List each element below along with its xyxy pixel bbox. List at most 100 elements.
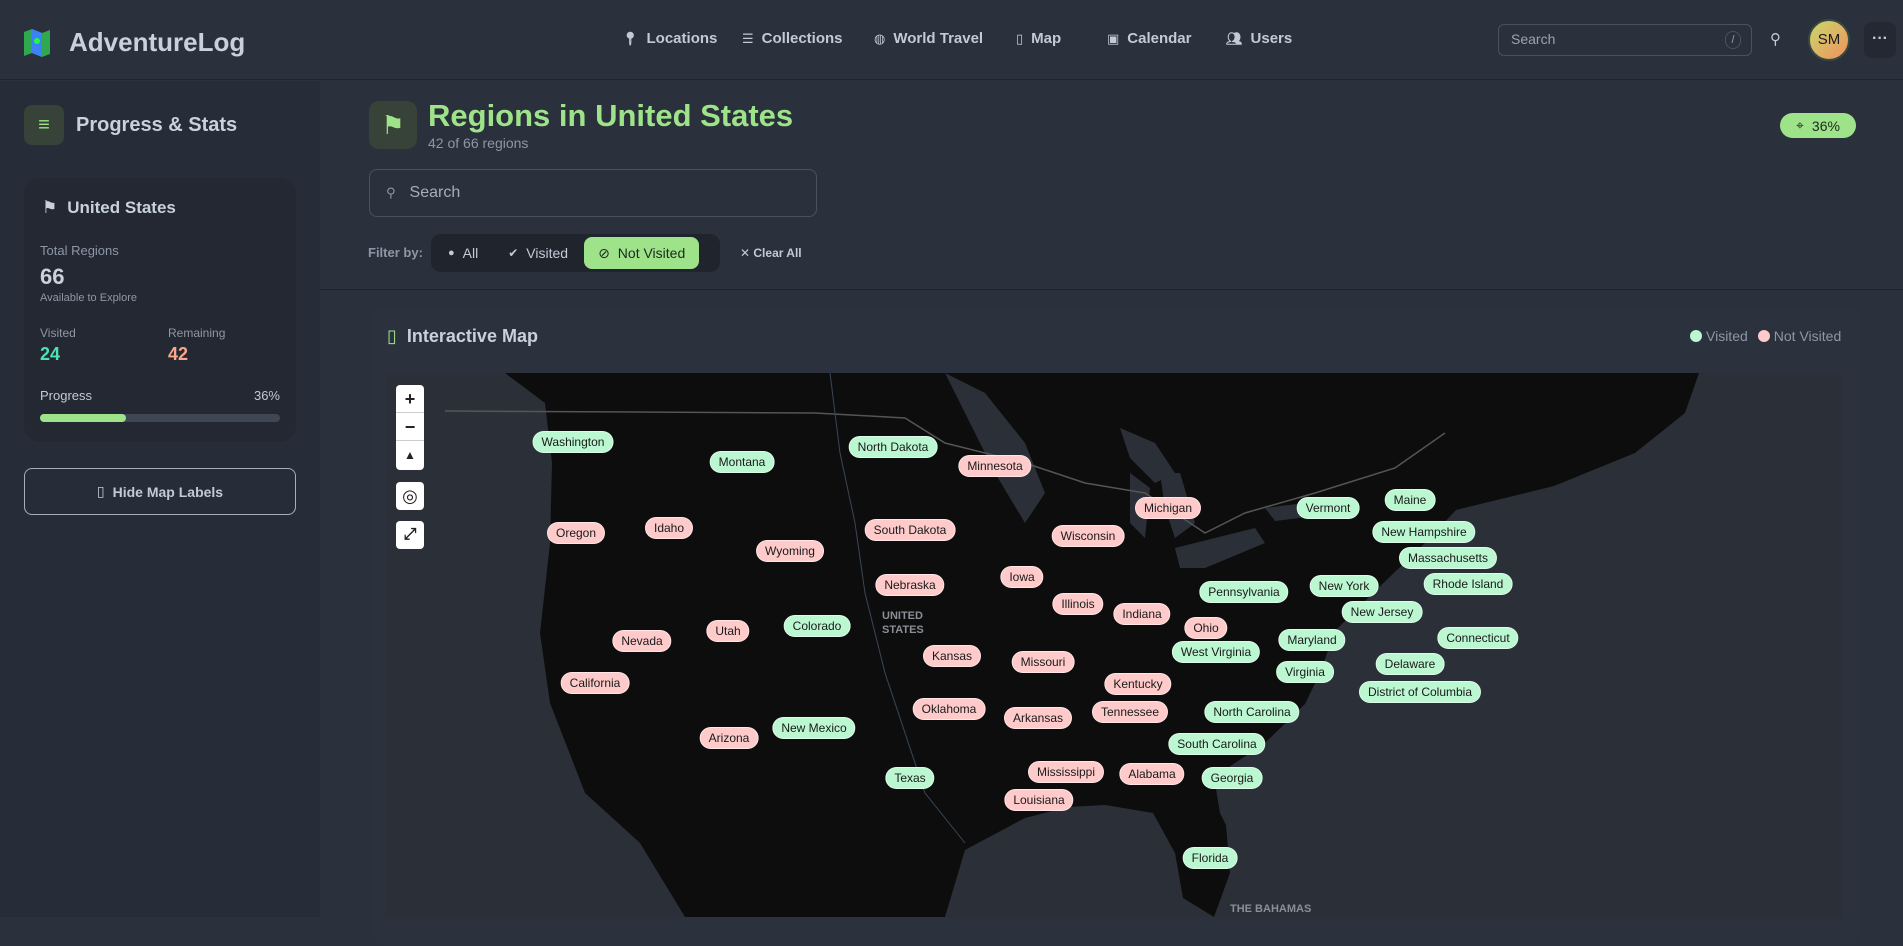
region-label-michigan[interactable]: Michigan	[1134, 497, 1202, 519]
region-label-new-hampshire[interactable]: New Hampshire	[1372, 521, 1476, 543]
visited-value: 24	[40, 344, 61, 364]
region-label-idaho[interactable]: Idaho	[644, 517, 694, 539]
region-label-georgia[interactable]: Georgia	[1201, 767, 1263, 789]
interactive-map[interactable]: + − ▲ ◎ ⤢ UNITED STATES THE BAHAMAS Wash…	[385, 373, 1842, 917]
nav-calendar[interactable]: ▣ Calendar	[1107, 30, 1192, 47]
search-placeholder: Search	[409, 184, 461, 201]
region-label-kentucky[interactable]: Kentucky	[1104, 673, 1172, 695]
adventurelog-logo-icon[interactable]	[22, 28, 52, 58]
region-label-wisconsin[interactable]: Wisconsin	[1051, 525, 1125, 547]
sidebar-title: Progress & Stats	[76, 114, 238, 136]
region-label-illinois[interactable]: Illinois	[1052, 593, 1104, 615]
nav-label: Users	[1250, 30, 1293, 47]
region-label-vermont[interactable]: Vermont	[1296, 497, 1360, 519]
avatar[interactable]: SM	[1808, 19, 1850, 61]
top-navbar: AdventureLog 📍︎ Locations ☰ Collections ◍ W…	[0, 0, 1903, 80]
region-label-colorado[interactable]: Colorado	[783, 615, 851, 637]
page-subtitle: 42 of 66 regions	[428, 135, 529, 151]
map-icon: ▯	[387, 326, 397, 346]
region-label-south-carolina[interactable]: South Carolina	[1168, 733, 1266, 755]
total-label: Total Regions	[40, 243, 119, 258]
region-label-north-carolina[interactable]: North Carolina	[1204, 701, 1300, 723]
region-label-new-jersey[interactable]: New Jersey	[1341, 601, 1423, 623]
region-label-pennsylvania[interactable]: Pennsylvania	[1199, 581, 1289, 603]
stats-card: ⚑ United States Total Regions 66 Availabl…	[24, 178, 296, 442]
nav-users[interactable]: 👥︎ Users	[1226, 30, 1292, 47]
filter-all[interactable]: ● All	[434, 237, 492, 269]
progress-percent: 36%	[253, 388, 280, 403]
country-heading: ⚑ United States	[42, 198, 176, 218]
search-placeholder: Search	[1511, 31, 1556, 47]
nav-locations[interactable]: 📍︎ Locations	[622, 30, 717, 47]
region-label-mississippi[interactable]: Mississippi	[1027, 761, 1105, 783]
compass-north-icon[interactable]: ▲	[404, 448, 416, 462]
zoom-out-button[interactable]: −	[396, 413, 424, 441]
region-search-input[interactable]: ⚲ Search	[369, 169, 817, 217]
region-label-oregon[interactable]: Oregon	[546, 522, 606, 544]
region-label-south-dakota[interactable]: South Dakota	[864, 519, 956, 541]
globe-icon: ◍	[874, 30, 886, 46]
region-label-new-mexico[interactable]: New Mexico	[772, 717, 856, 739]
region-label-maryland[interactable]: Maryland	[1278, 629, 1346, 651]
region-label-west-virginia[interactable]: West Virginia	[1171, 641, 1261, 663]
region-label-connecticut[interactable]: Connecticut	[1437, 627, 1519, 649]
region-label-virginia[interactable]: Virginia	[1276, 661, 1334, 683]
region-label-oklahoma[interactable]: Oklahoma	[912, 698, 986, 720]
filter-not-visited[interactable]: ⊘ Not Visited	[584, 237, 700, 269]
filter-visited[interactable]: ✔ Visited	[494, 237, 582, 269]
legend-visited: Visited	[1706, 328, 1748, 344]
filter-group: ● All ✔ Visited ⊘ Not Visited	[431, 234, 720, 272]
fullscreen-button[interactable]: ⤢	[396, 521, 424, 549]
app-name[interactable]: AdventureLog	[69, 27, 246, 57]
locate-icon: ◎	[402, 486, 418, 506]
header-search-input[interactable]: Search /	[1498, 24, 1752, 56]
close-icon: ✕	[740, 246, 754, 260]
region-label-california[interactable]: California	[560, 672, 630, 694]
region-label-minnesota[interactable]: Minnesota	[958, 455, 1032, 477]
region-label-montana[interactable]: Montana	[709, 451, 775, 473]
filter-label: Filter by:	[368, 245, 423, 260]
bahamas-map-label: THE BAHAMAS	[1230, 903, 1312, 915]
nav-world-travel[interactable]: ◍ World Travel	[874, 30, 983, 47]
region-label-delaware[interactable]: Delaware	[1375, 653, 1445, 675]
region-label-washington[interactable]: Washington	[532, 431, 614, 453]
more-menu-button[interactable]: ···	[1864, 22, 1896, 58]
region-label-kansas[interactable]: Kansas	[922, 645, 982, 667]
hide-map-labels-button[interactable]: ▯ Hide Map Labels	[24, 468, 296, 515]
nav-label: World Travel	[893, 30, 984, 47]
clear-all-button[interactable]: ✕ Clear All	[740, 246, 802, 260]
region-label-tennessee[interactable]: Tennessee	[1091, 701, 1169, 723]
region-label-florida[interactable]: Florida	[1182, 847, 1238, 869]
region-label-ohio[interactable]: Ohio	[1184, 617, 1228, 639]
nav-label: Calendar	[1127, 30, 1192, 47]
region-label-maine[interactable]: Maine	[1384, 489, 1436, 511]
region-label-alabama[interactable]: Alabama	[1119, 763, 1185, 785]
nav-collections[interactable]: ☰ Collections	[742, 30, 843, 47]
fullscreen-icon: ⤢	[403, 526, 417, 543]
zoom-in-button[interactable]: +	[396, 385, 424, 413]
region-label-new-york[interactable]: New York	[1309, 575, 1379, 597]
progress-badge: ⌖ 36%	[1780, 113, 1856, 138]
region-label-rhode-island[interactable]: Rhode Island	[1423, 573, 1513, 595]
region-label-indiana[interactable]: Indiana	[1113, 603, 1171, 625]
map-legend: Visited Not Visited	[1690, 328, 1841, 344]
region-label-arkansas[interactable]: Arkansas	[1003, 707, 1073, 729]
region-label-iowa[interactable]: Iowa	[1000, 566, 1044, 588]
region-label-nebraska[interactable]: Nebraska	[875, 574, 945, 596]
region-label-nevada[interactable]: Nevada	[612, 630, 672, 652]
nav-map[interactable]: ▯ Map	[1016, 30, 1061, 47]
region-label-texas[interactable]: Texas	[885, 767, 935, 789]
progress-bar	[40, 414, 280, 422]
nav-label: Map	[1031, 30, 1062, 47]
region-label-north-dakota[interactable]: North Dakota	[848, 436, 938, 458]
region-label-utah[interactable]: Utah	[706, 620, 750, 642]
locate-button[interactable]: ◎	[396, 482, 424, 510]
search-icon[interactable]: ⚲	[1770, 31, 1781, 48]
filter-label: Not Visited	[617, 245, 686, 261]
region-label-wyoming[interactable]: Wyoming	[756, 540, 824, 562]
region-label-missouri[interactable]: Missouri	[1011, 651, 1075, 673]
region-label-massachusetts[interactable]: Massachusetts	[1398, 547, 1498, 569]
region-label-arizona[interactable]: Arizona	[699, 727, 759, 749]
region-label-louisiana[interactable]: Louisiana	[1004, 789, 1074, 811]
region-label-district-of-columbia[interactable]: District of Columbia	[1358, 681, 1482, 703]
